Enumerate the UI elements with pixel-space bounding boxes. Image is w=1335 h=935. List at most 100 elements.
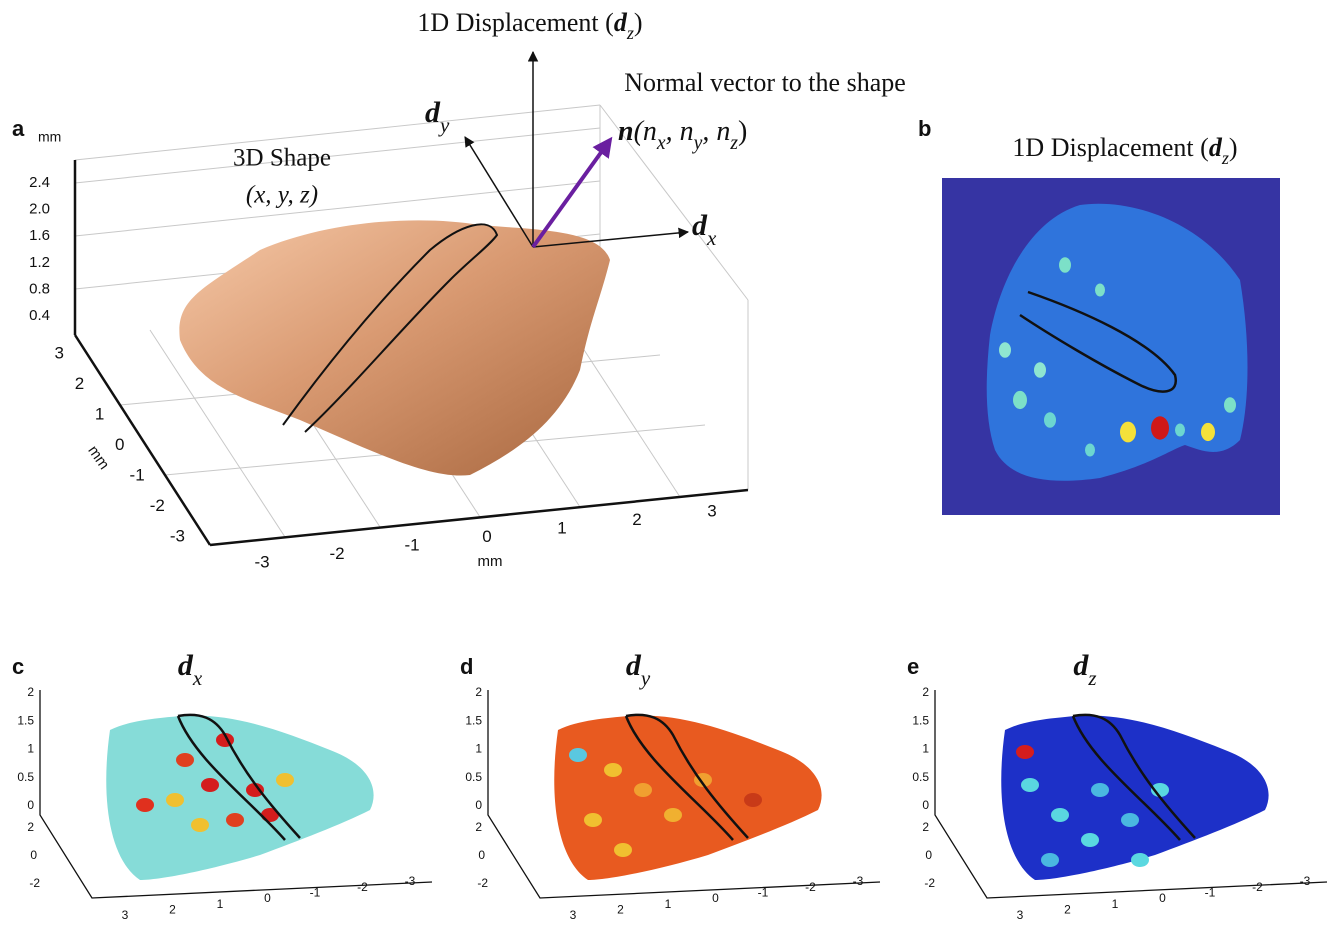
y-tick-label: -2 <box>29 876 40 890</box>
spot <box>1085 444 1095 457</box>
y-tick-label: 0 <box>478 848 485 862</box>
spot <box>1044 412 1056 428</box>
spot <box>1224 397 1236 413</box>
z-tick-label: 2 <box>475 685 482 699</box>
x-tick-label: -3 <box>853 874 864 888</box>
math-part: d <box>425 96 441 129</box>
math-part: d <box>692 209 708 242</box>
spot <box>614 843 632 857</box>
spot <box>226 813 244 827</box>
spot <box>1034 362 1046 378</box>
z-tick-label: 0.4 <box>29 307 50 324</box>
math-part: 1D Displacement ( <box>1012 133 1208 162</box>
spot <box>1151 416 1169 439</box>
surface <box>554 715 821 880</box>
y-tick-label: -1 <box>130 465 145 484</box>
spot <box>176 753 194 767</box>
panel-label: a <box>12 116 25 141</box>
z-tick-label: 1 <box>27 742 34 756</box>
spot <box>664 808 682 822</box>
y-tick-label: 2 <box>475 820 482 834</box>
y-tick-label: -2 <box>150 496 165 515</box>
math-part: d <box>626 649 642 682</box>
surface <box>106 715 373 880</box>
surface-panel <box>40 690 432 898</box>
axis-label: dy <box>425 96 450 137</box>
spot <box>276 773 294 787</box>
math-part: z <box>729 133 738 154</box>
math-part: z <box>1087 666 1096 690</box>
z-tick-label: 2.0 <box>29 201 50 218</box>
x-tick-label: 2 <box>617 903 624 917</box>
figure: amm2.42.01.61.20.80.43210-1-2-3mm-3-2-10… <box>0 0 1335 935</box>
z-tick-label: 1.6 <box>29 227 50 244</box>
spot <box>1175 424 1185 437</box>
y-tick-label: -2 <box>477 876 488 890</box>
axis-label: 1D Displacement (dz) <box>417 8 642 43</box>
surface-panel <box>935 690 1327 898</box>
y-tick-label: 0 <box>925 848 932 862</box>
x-tick-label: -2 <box>357 880 368 894</box>
z-tick-label: 1.5 <box>17 713 34 727</box>
x-unit: mm <box>478 553 503 570</box>
spot <box>604 763 622 777</box>
x-tick-label: 0 <box>482 527 491 546</box>
spot <box>1021 778 1039 792</box>
spot <box>1121 813 1139 827</box>
x-tick-label: -1 <box>1205 886 1216 900</box>
spot <box>1016 745 1034 759</box>
y-tick-label: 3 <box>55 343 64 362</box>
spot <box>1201 423 1215 441</box>
x-tick-label: -2 <box>1252 880 1263 894</box>
x-tick-label: 0 <box>712 891 719 905</box>
math-part: d <box>614 8 628 37</box>
math-part: , n <box>666 116 694 147</box>
math-part: x <box>656 133 666 154</box>
shape-coords: (x, y, z) <box>246 182 318 209</box>
spot <box>999 342 1011 358</box>
x-tick-label: 1 <box>1112 897 1119 911</box>
x-tick-label: 0 <box>264 891 271 905</box>
spot <box>1120 422 1136 443</box>
x-tick-label: 1 <box>557 518 566 537</box>
x-tick-label: 1 <box>217 897 224 911</box>
x-tick-label: -1 <box>758 886 769 900</box>
x-tick-label: -2 <box>805 880 816 894</box>
spot <box>136 798 154 812</box>
math-part: d <box>178 649 194 682</box>
panel-label: c <box>12 654 24 679</box>
math-part: 1D Displacement ( <box>417 8 613 37</box>
math-part: (n <box>634 116 657 147</box>
z-tick-label: 0.5 <box>17 770 34 784</box>
math-part: z <box>626 23 634 43</box>
panel-title: dz <box>1073 649 1096 690</box>
z-tick-label: 1 <box>922 742 929 756</box>
x-tick-label: -3 <box>405 874 416 888</box>
panel-title: dy <box>626 649 651 690</box>
spot <box>1081 833 1099 847</box>
spot <box>191 818 209 832</box>
x-tick-label: -2 <box>329 544 344 563</box>
panel-label: d <box>460 654 473 679</box>
spot <box>1091 783 1109 797</box>
x-tick-label: -3 <box>1300 874 1311 888</box>
spot <box>584 813 602 827</box>
spot <box>1013 391 1027 409</box>
x-tick-label: 3 <box>122 908 129 922</box>
spot <box>1095 284 1105 297</box>
y-tick-label: 0 <box>115 435 124 454</box>
surface-panel <box>488 690 880 898</box>
z-tick-label: 1.2 <box>29 254 50 271</box>
spot <box>569 748 587 762</box>
x-tick-label: 2 <box>169 903 176 917</box>
x-tick-label: -1 <box>310 886 321 900</box>
z-tick-label: 0.8 <box>29 280 50 297</box>
x-tick-label: 3 <box>1017 908 1024 922</box>
y-tick-label: -3 <box>170 526 185 545</box>
y-unit: mm <box>84 443 112 473</box>
spot <box>1059 257 1071 273</box>
y-tick-label: 0 <box>30 848 37 862</box>
spot <box>634 783 652 797</box>
x-tick-label: -3 <box>254 552 269 571</box>
y-tick-label: 2 <box>922 820 929 834</box>
